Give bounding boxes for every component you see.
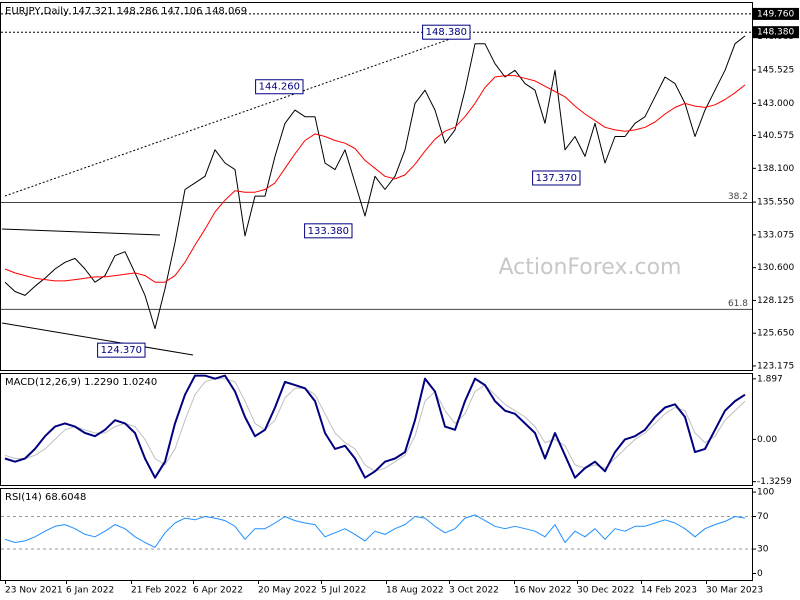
channel-line [1,228,161,236]
y-tick-label: 100 [757,488,774,498]
annotation-box [304,223,353,239]
x-tick-label: 14 Feb 2023 [641,586,697,596]
x-tick-label: 16 Nov 2022 [514,586,572,596]
y-tick-label: 125.650 [757,329,794,339]
annotation-box [255,79,304,95]
annotation-label: 133.380 [308,226,349,237]
annotation-box [422,24,471,40]
y-tick-label: 138.100 [757,164,794,174]
fib-label: 61.8 [728,299,748,309]
series-line [4,35,746,330]
y-tick-label: 30 [757,545,769,555]
panel-title: MACD(12,26,9) 1.2290 1.0240 [5,377,157,388]
watermark: ActionForex.com [499,255,682,280]
x-tick-label: 20 May 2022 [258,586,317,596]
panel [0,2,753,371]
x-tick-label: 30 Mar 2023 [706,586,763,596]
panel-title: RSI(14) 68.6048 [5,492,86,503]
y-tick-label: 143.000 [757,99,794,109]
annotation-label: 148.380 [426,27,467,38]
channel-line [1,322,194,356]
y-tick-label: -1.3259 [757,477,792,487]
annotation-label: 144.260 [259,82,300,93]
x-tick-label: 30 Dec 2022 [577,586,635,596]
y-tick-label: 133.075 [757,230,794,240]
y-tick-label: 130.600 [757,263,794,273]
y-tick-label: 1.897 [757,374,783,384]
series-line [4,75,746,283]
x-tick-label: 6 Jan 2022 [66,586,114,596]
series-line [4,514,746,548]
annotation-label: 137.370 [536,173,577,184]
x-tick-label: 21 Feb 2022 [131,586,187,596]
x-tick-label: 3 Oct 2022 [449,586,499,596]
y-tick-label: 0 [757,569,763,579]
marker-box [753,26,799,39]
marker-box [753,7,799,20]
y-tick-label: 140.575 [757,131,794,141]
y-tick-label: 0.00 [757,435,777,445]
annotation-box [532,170,581,186]
panel [0,373,753,486]
y-tick-label: 123.175 [757,361,794,371]
panel [0,488,753,581]
x-tick-label: 6 Apr 2022 [193,586,243,596]
marker-label: 149.760 [757,9,794,19]
series-line [4,374,746,479]
fib-label: 38.2 [728,192,748,202]
x-tick-label: 5 Jul 2022 [321,586,366,596]
y-tick-label: 128.125 [757,296,794,306]
x-tick-label: 23 Nov 2021 [5,586,63,596]
y-tick-label: 135.550 [757,198,794,208]
panel-title: EURJPY,Daily 147.321 148.286 147.106 148… [5,6,247,17]
x-tick-label: 18 Aug 2022 [386,586,444,596]
marker-label: 148.380 [757,28,794,38]
annotation-box [97,342,146,358]
annotation-label: 124.370 [101,345,142,356]
y-tick-label: 70 [757,512,769,522]
y-tick-label: 145.525 [757,65,794,75]
